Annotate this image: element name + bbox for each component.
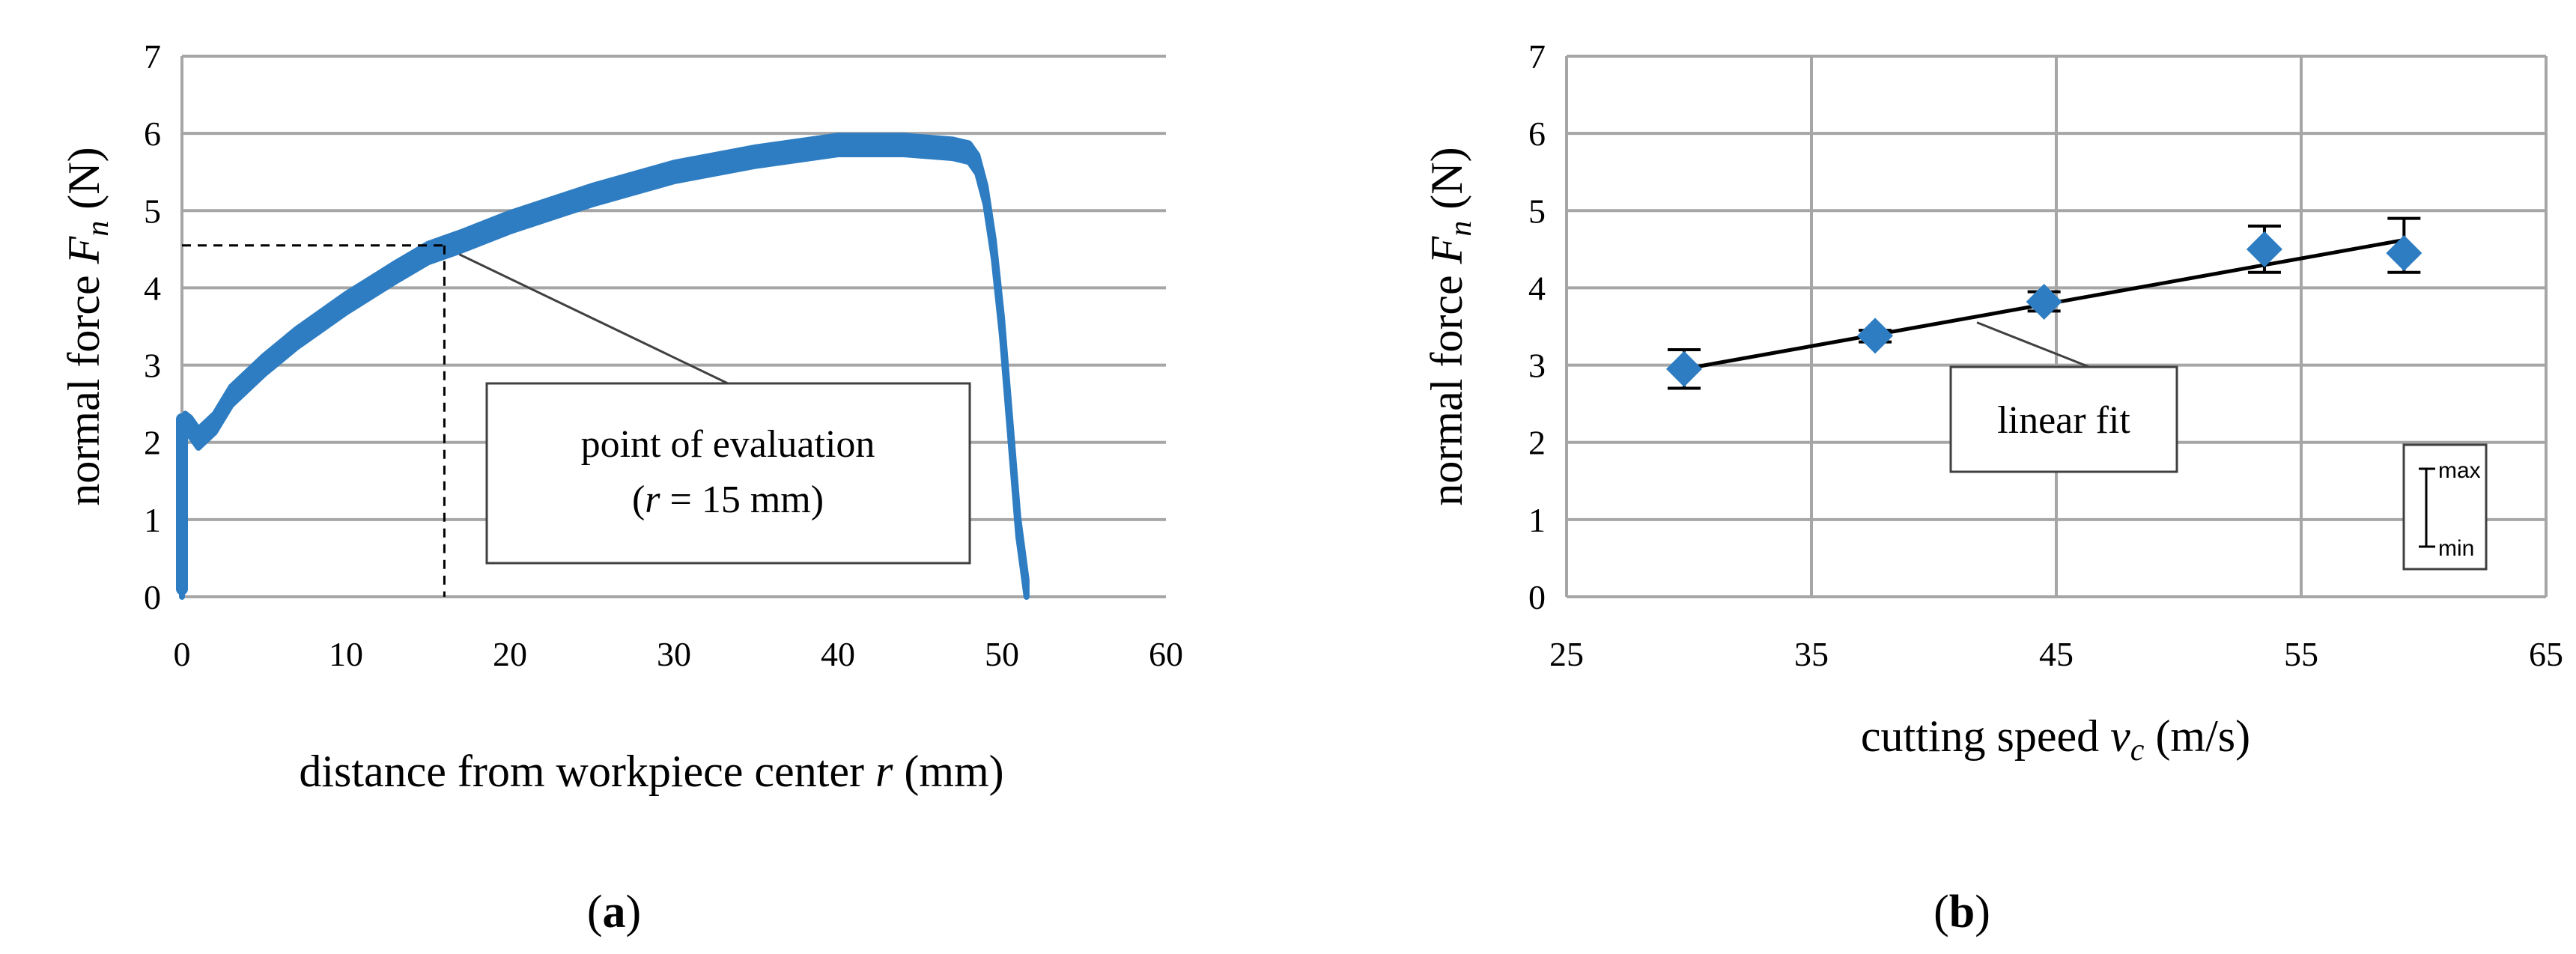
legend-min-label: min <box>2438 536 2474 561</box>
panel-a-y-tick-0: 0 <box>144 578 161 616</box>
panel-b-data-point-0 <box>1665 350 1702 387</box>
panel-b-y-tick-labels: 0 1 2 3 4 5 6 7 <box>1528 37 1546 616</box>
panel-a-annotation-line2: (r = 15 mm) <box>632 478 824 521</box>
panel-a-y-axis-label: normal force Fn (N) <box>59 147 115 505</box>
panel-b-data-points <box>1665 216 2422 390</box>
panel-a-force-band <box>176 133 1030 600</box>
panel-b-y-tick-3: 3 <box>1528 347 1546 385</box>
panel-b-gridlines <box>1565 55 2548 598</box>
panel-a-y-tick-7: 7 <box>144 37 161 76</box>
panel-a-x-tick-0: 0 <box>174 635 191 673</box>
panel-b-y-tick-0: 0 <box>1528 578 1546 616</box>
panel-b-legend-box <box>2402 443 2488 571</box>
panel-a-y-tick-1: 1 <box>144 501 161 539</box>
panel-a-annotation: point of evaluation (r = 15 mm) <box>485 382 971 565</box>
panel-a-annotation-leader <box>458 253 729 385</box>
panel-b-data-point-2 <box>2026 283 2062 320</box>
panel-a-label: (a) <box>587 887 641 938</box>
panel-a-y-tick-4: 4 <box>144 269 161 307</box>
panel-a-y-tick-labels: 0 1 2 3 4 5 6 7 <box>144 37 161 616</box>
panel-b-x-tick-65: 65 <box>2529 635 2563 673</box>
panel-b-annotation-text: linear fit <box>1997 399 2130 442</box>
panel-b-annotation-box <box>1949 365 2178 473</box>
panel-b-x-tick-labels: 25 35 45 55 65 <box>1549 635 2563 673</box>
panel-a-y-tick-6: 6 <box>144 115 161 153</box>
panel-a-annotation-line1: point of evaluation <box>581 423 875 466</box>
panel-b-y-tick-1: 1 <box>1528 501 1546 539</box>
panel-a-annotation-box <box>485 382 971 565</box>
panel-a-force-band-area <box>179 133 1030 600</box>
panel-a-x-tick-labels: 0 10 20 30 40 50 60 <box>174 635 1184 673</box>
panel-b-x-tick-25: 25 <box>1549 635 1584 673</box>
panel-b-x-tick-35: 35 <box>1794 635 1829 673</box>
panel-a-x-tick-20: 20 <box>493 635 527 673</box>
panel-b-y-tick-5: 5 <box>1528 192 1546 230</box>
panel-a-x-axis-label: distance from workpiece center r (mm) <box>299 747 1003 796</box>
panel-a-x-tick-10: 10 <box>329 635 363 673</box>
panel-a-y-tick-2: 2 <box>144 424 161 462</box>
panel-b-x-tick-45: 45 <box>2039 635 2074 673</box>
panel-b-annotation: linear fit <box>1949 365 2178 473</box>
panel-a-x-tick-30: 30 <box>657 635 691 673</box>
panel-a-x-tick-40: 40 <box>821 635 855 673</box>
panel-a-y-tick-3: 3 <box>144 347 161 385</box>
panel-b-x-axis-label: cutting speed vc (m/s) <box>1861 711 2250 768</box>
legend-max-label: max <box>2438 458 2481 483</box>
panel-b-y-tick-4: 4 <box>1528 269 1546 307</box>
panel-a-y-tick-5: 5 <box>144 192 161 230</box>
panel-b-y-tick-6: 6 <box>1528 115 1546 153</box>
panel-b-y-tick-7: 7 <box>1528 37 1546 76</box>
panel-b-x-tick-55: 55 <box>2284 635 2318 673</box>
panel-b-data-point-4 <box>2386 235 2422 272</box>
panel-b-label: (b) <box>1933 887 1990 938</box>
panel-a-chart: 0 1 2 3 4 5 6 7 0 10 20 30 40 50 60 normal force Fn (… <box>59 37 1183 938</box>
panel-b-y-tick-2: 2 <box>1528 424 1546 462</box>
panel-a-evaluation-marker <box>182 244 729 597</box>
panel-b-data-point-1 <box>1857 318 1894 354</box>
panel-a-x-tick-60: 60 <box>1149 635 1183 673</box>
panel-b-errorbar-legend: max min <box>2402 443 2488 571</box>
panel-b-data-point-3 <box>2246 231 2282 267</box>
panel-a-x-tick-50: 50 <box>985 635 1019 673</box>
panel-b-fit-leader <box>1976 321 2090 368</box>
panel-b-y-axis-label: normal force Fn (N) <box>1422 147 1478 505</box>
